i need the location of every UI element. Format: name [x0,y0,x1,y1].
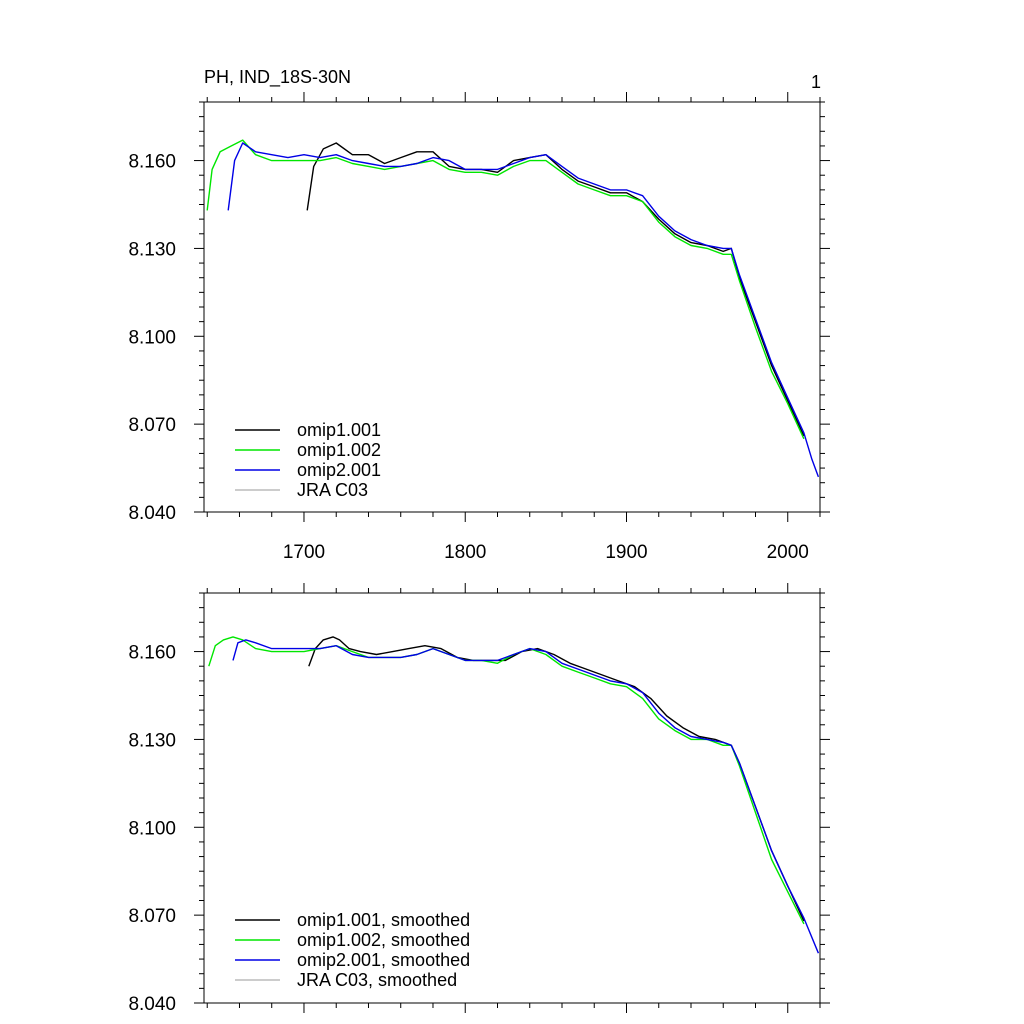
legend-label: JRA C03, smoothed [297,970,457,990]
panel-bottom: 8.040 8.070 8.100 8.130 8.160 omip1.001, smoo… [128,583,830,1015]
y-tick-label: 8.040 [128,503,176,524]
legend-label: JRA C03 [297,480,368,500]
y-tick-label: 8.130 [128,730,176,751]
y-tick-label: 8.130 [128,239,176,260]
y-tick-label: 8.100 [128,818,176,839]
y-tick-label: 8.070 [128,906,176,927]
chart-title: PH, IND_18S-30N [204,67,351,88]
y-tick-label: 8.160 [128,643,176,664]
panel-top: 1700 1800 1900 2000 8.040 8.070 8.100 8.130 8.16… [128,92,830,563]
series-line [206,139,805,440]
x-tick-label: 1700 [283,542,325,563]
legend-label: omip1.001 [297,420,381,440]
x-tick-label: 1900 [605,542,647,563]
series-line [308,636,805,922]
legend-label: omip2.001 [297,460,381,480]
series-line [227,142,820,478]
series-line [306,142,805,437]
x-tick-label: 2000 [767,542,809,563]
legend-label: omip2.001, smoothed [297,950,470,970]
panel-number: 1 [811,72,821,92]
series-line [232,639,820,954]
y-tick-label: 8.160 [128,152,176,173]
series-line [208,636,805,925]
y-tick-label: 8.040 [128,994,176,1015]
legend-label: omip1.001, smoothed [297,910,470,930]
legend-label: omip1.002, smoothed [297,930,470,950]
y-tick-label: 8.100 [128,327,176,348]
legend-label: omip1.002 [297,440,381,460]
x-tick-label: 1800 [444,542,486,563]
y-tick-label: 8.070 [128,415,176,436]
